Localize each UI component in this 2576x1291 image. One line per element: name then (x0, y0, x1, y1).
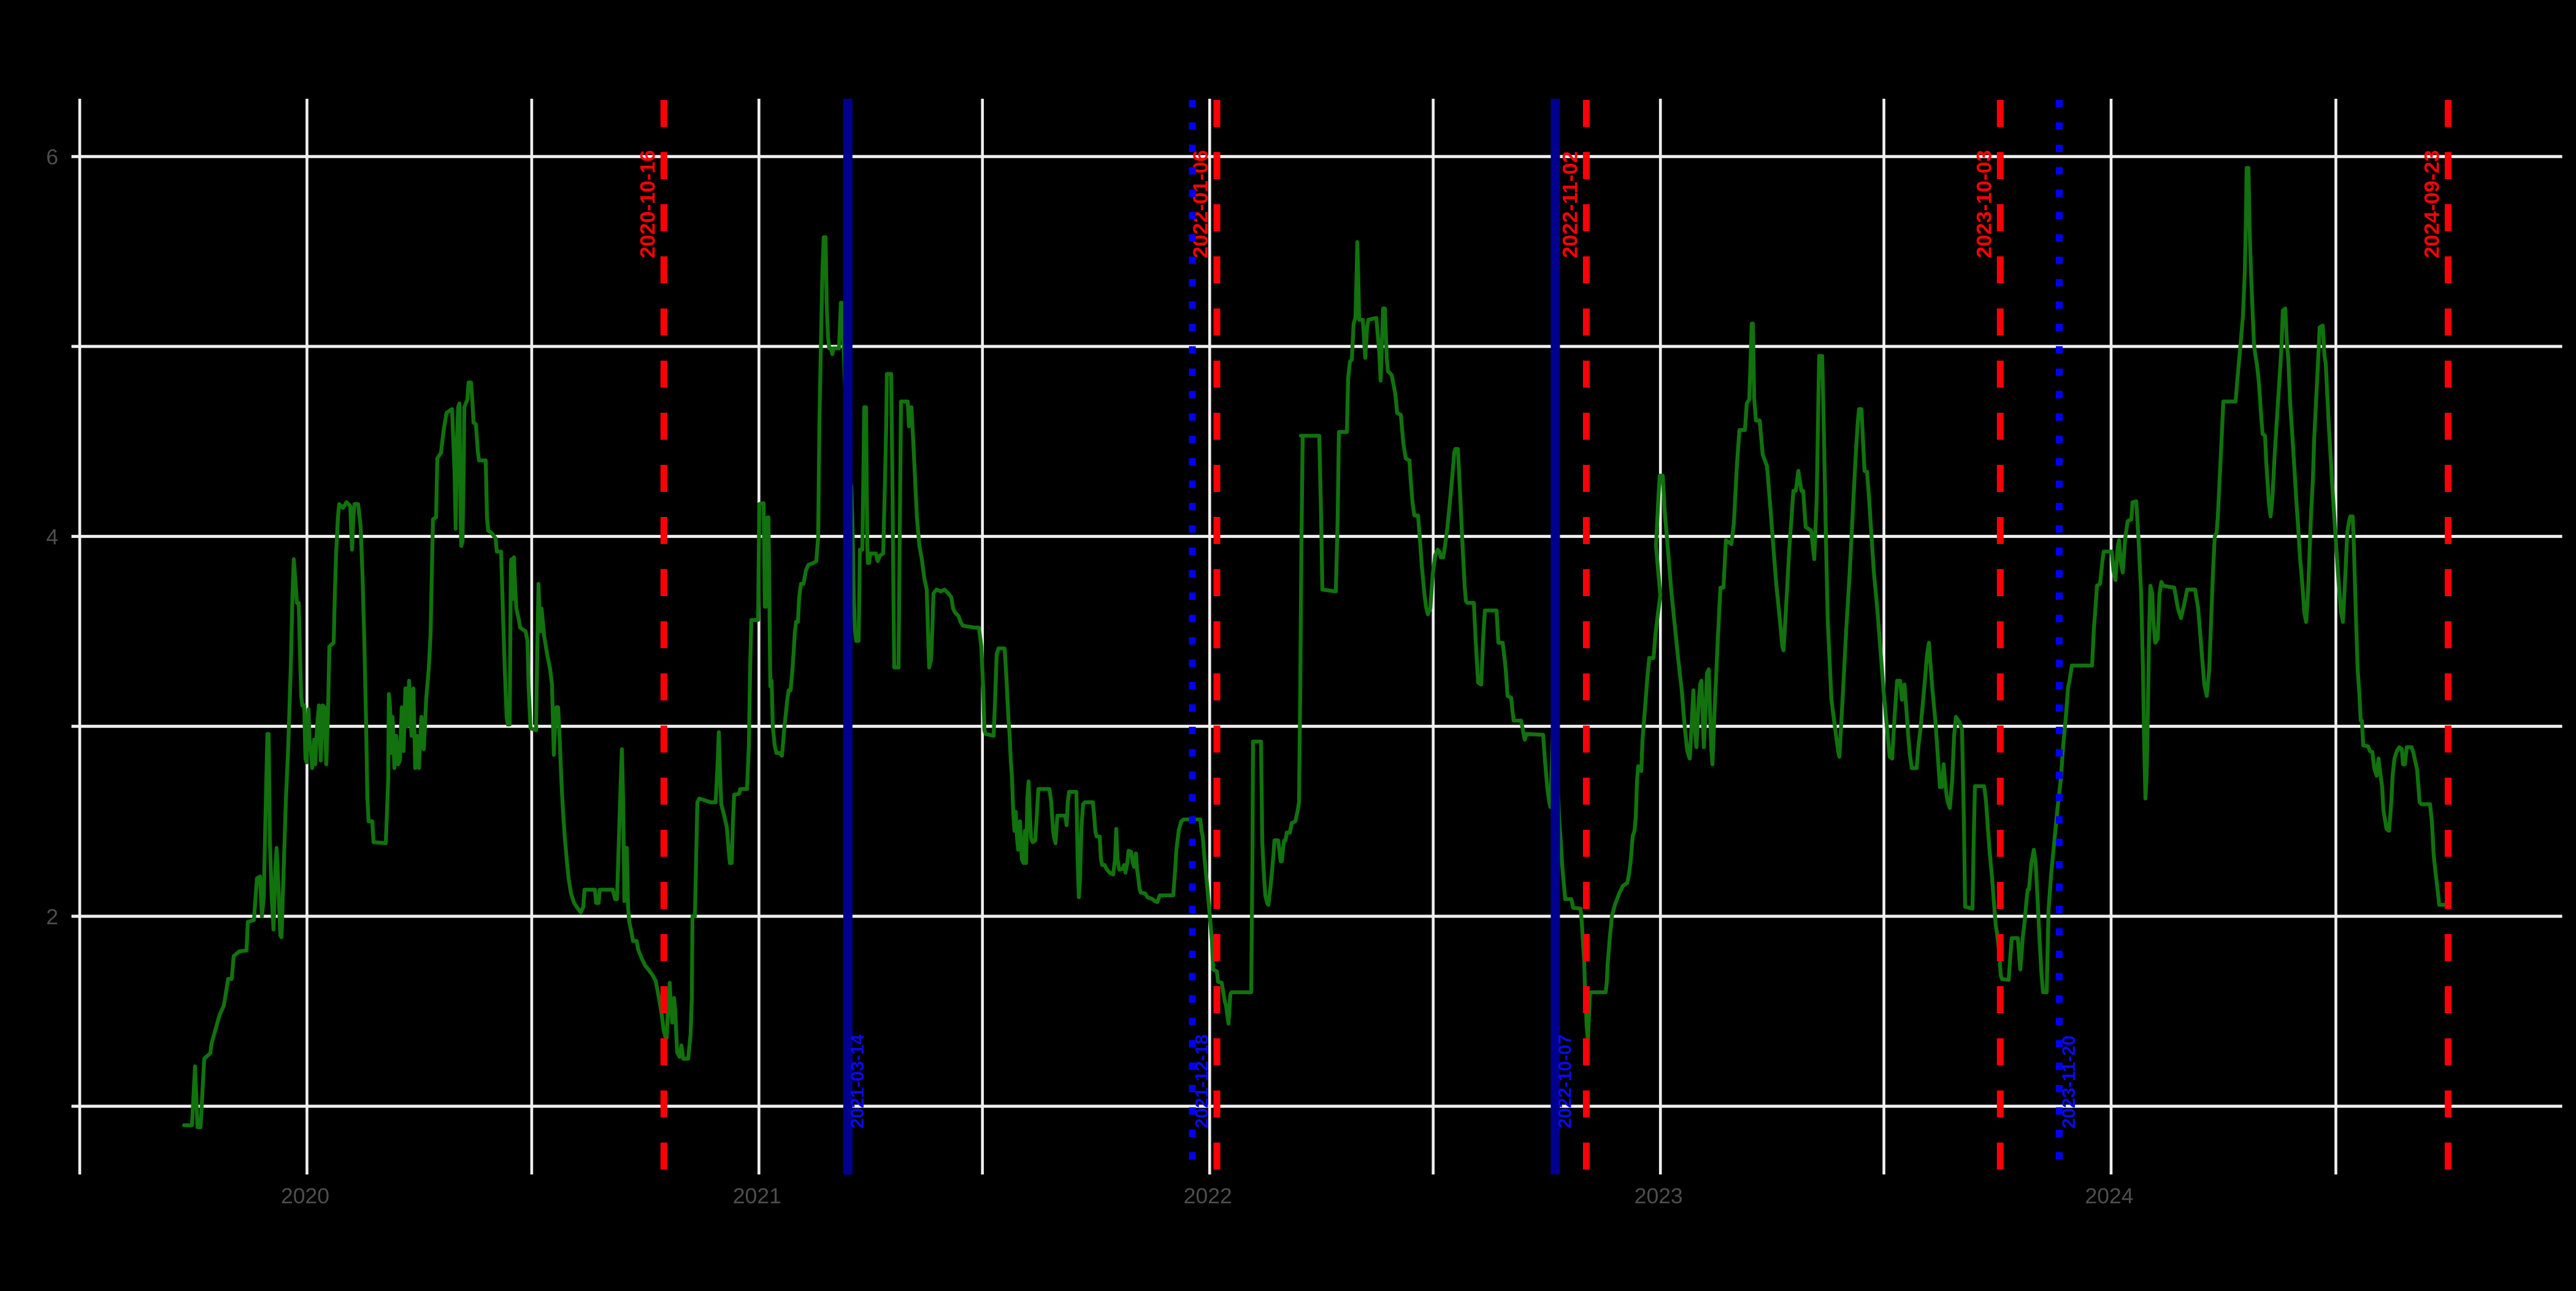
svg-text:4: 4 (46, 525, 58, 550)
svg-text:2022-01-06: 2022-01-06 (1189, 150, 1213, 258)
svg-text:2021: 2021 (733, 1184, 781, 1208)
svg-text:2: 2 (46, 905, 58, 929)
svg-text:6: 6 (46, 145, 58, 169)
svg-text:2024: 2024 (2085, 1184, 2134, 1208)
svg-text:2023: 2023 (1635, 1184, 1683, 1208)
svg-text:2020-10-16: 2020-10-16 (636, 150, 659, 258)
svg-text:2021-03-14: 2021-03-14 (848, 1034, 868, 1128)
svg-text:2022: 2022 (1184, 1184, 1232, 1208)
svg-text:2023-10-03: 2023-10-03 (1972, 150, 1996, 258)
svg-text:2022-10-07: 2022-10-07 (1555, 1035, 1575, 1128)
svg-text:2023-11-20: 2023-11-20 (2059, 1035, 2079, 1128)
svg-text:2024-09-23: 2024-09-23 (2421, 150, 2444, 258)
svg-text:2020: 2020 (281, 1184, 329, 1208)
svg-text:2022-11-02: 2022-11-02 (1558, 151, 1582, 258)
svg-text:2021-12-18: 2021-12-18 (1192, 1035, 1213, 1128)
